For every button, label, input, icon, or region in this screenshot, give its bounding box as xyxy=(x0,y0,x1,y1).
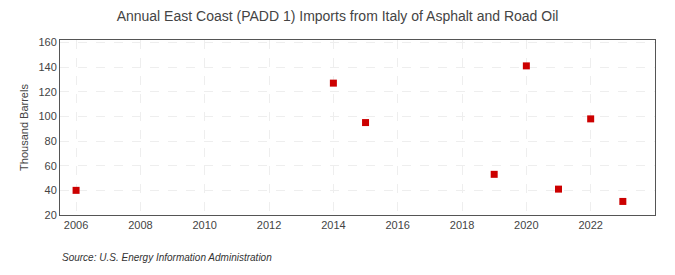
svg-text:Annual East Coast (PADD 1) Imp: Annual East Coast (PADD 1) Imports from … xyxy=(117,8,559,24)
svg-text:2014: 2014 xyxy=(321,219,345,231)
svg-text:2008: 2008 xyxy=(128,219,152,231)
svg-text:40: 40 xyxy=(45,184,57,196)
svg-text:80: 80 xyxy=(45,135,57,147)
svg-text:2012: 2012 xyxy=(257,219,281,231)
svg-text:2022: 2022 xyxy=(578,219,602,231)
svg-text:160: 160 xyxy=(38,36,56,48)
svg-text:2010: 2010 xyxy=(192,219,216,231)
svg-text:140: 140 xyxy=(38,61,56,73)
svg-text:100: 100 xyxy=(38,110,56,122)
svg-text:2016: 2016 xyxy=(385,219,409,231)
svg-text:20: 20 xyxy=(45,209,57,221)
svg-text:Thousand Barrels: Thousand Barrels xyxy=(18,84,30,171)
svg-text:120: 120 xyxy=(38,86,56,98)
svg-text:60: 60 xyxy=(45,160,57,172)
svg-text:2006: 2006 xyxy=(64,219,88,231)
svg-text:2018: 2018 xyxy=(450,219,474,231)
svg-text:Source: U.S. Energy Informatio: Source: U.S. Energy Information Administ… xyxy=(62,252,272,263)
svg-text:2020: 2020 xyxy=(514,219,538,231)
